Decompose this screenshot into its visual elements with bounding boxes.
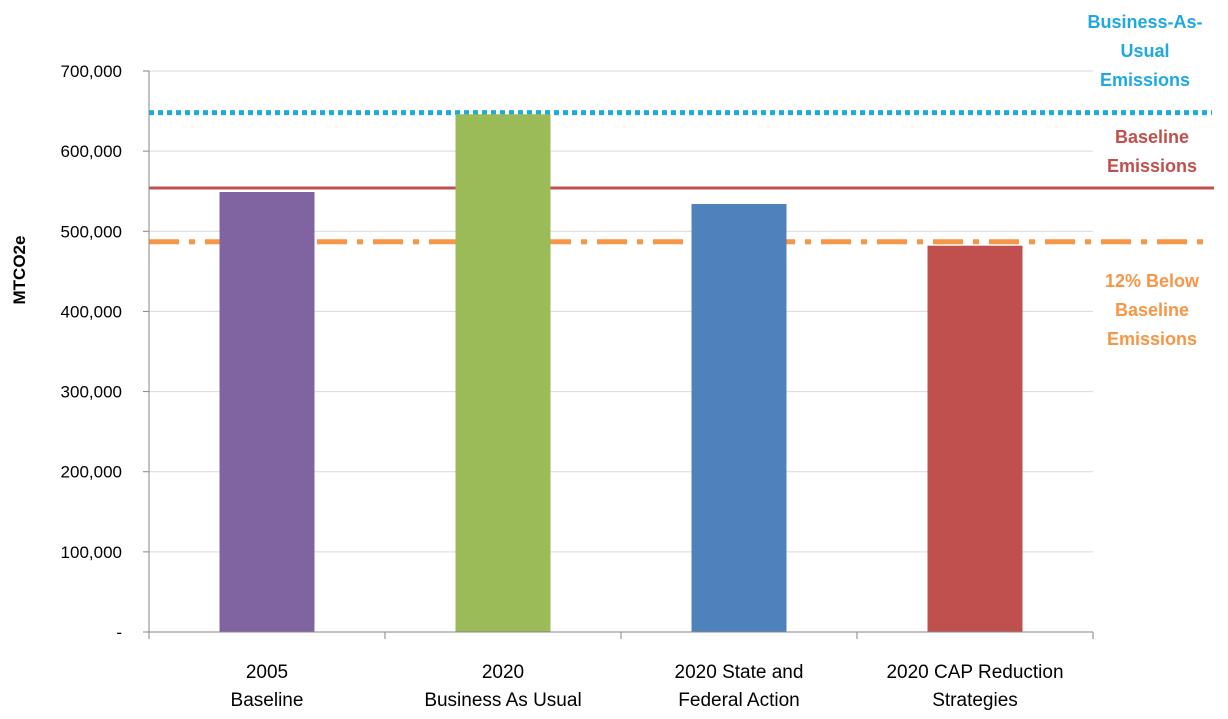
category-label: 2020	[482, 662, 524, 683]
category-label: Business As Usual	[424, 690, 581, 711]
category-label: Federal Action	[678, 690, 799, 711]
reference-label: Business-As-	[1087, 12, 1202, 32]
category-labels: 2005 Baseline 2020 Business As Usual 2020 St…	[231, 662, 1064, 711]
y-tick-label: 600,000	[61, 142, 122, 161]
bar-4	[927, 245, 1023, 632]
y-tick-label: 100,000	[61, 543, 122, 562]
reference-label: 12% Below	[1105, 271, 1200, 291]
bar-3	[691, 204, 787, 632]
bar-1	[219, 192, 315, 632]
y-tick-label: 300,000	[61, 383, 122, 402]
y-tick-label: 200,000	[61, 463, 122, 482]
y-tick-label: -	[116, 623, 122, 642]
category-label: 2005	[246, 662, 288, 683]
reference-lines	[149, 110, 1214, 245]
category-label: Strategies	[932, 690, 1018, 711]
category-label: 2020 State and	[675, 662, 804, 683]
y-tick-labels: - 100,000 200,000 300,000 400,000 500,000 600,…	[61, 62, 149, 642]
y-tick-label: 500,000	[61, 222, 122, 241]
reference-labels: Business-As- Usual Emissions Baseline Emissi…	[1087, 12, 1202, 349]
reference-label: Usual	[1120, 41, 1169, 61]
reference-label: Emissions	[1107, 329, 1197, 349]
category-label: 2020 CAP Reduction	[886, 662, 1063, 683]
reference-label: Emissions	[1107, 156, 1197, 176]
axes	[148, 71, 1094, 639]
reference-label: Baseline	[1115, 127, 1189, 147]
bar-2	[455, 114, 551, 632]
reference-label: Baseline	[1115, 300, 1189, 320]
reference-label: Emissions	[1100, 70, 1190, 90]
category-label: Baseline	[231, 690, 304, 711]
y-axis-title: MTCO2e	[10, 236, 29, 305]
y-tick-label: 700,000	[61, 62, 122, 81]
y-tick-label: 400,000	[61, 302, 122, 321]
bars	[219, 114, 1023, 632]
